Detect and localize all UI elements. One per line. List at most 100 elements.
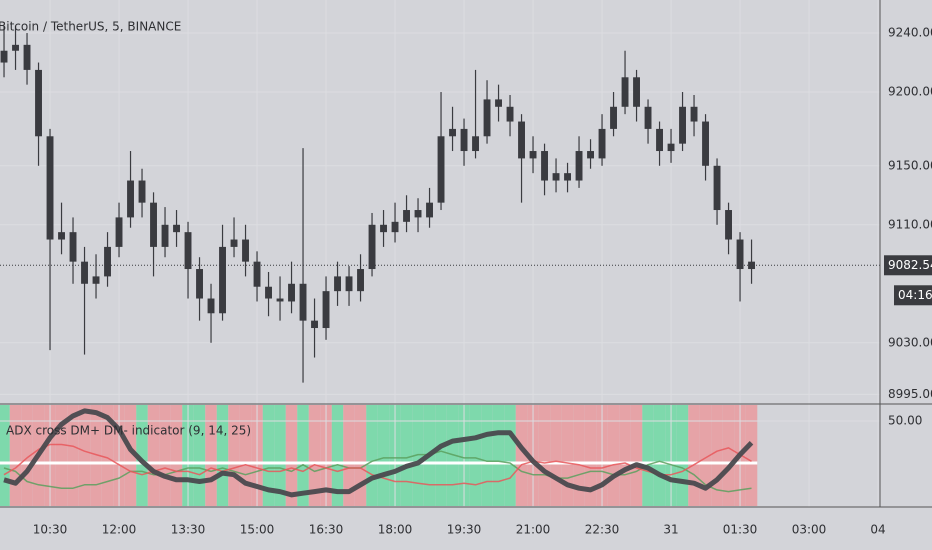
candle-body <box>265 286 272 299</box>
candle-body <box>207 298 215 314</box>
trend-band <box>561 405 574 506</box>
candle-body <box>380 224 387 233</box>
trend-band <box>699 405 712 506</box>
trend-band <box>193 405 206 506</box>
x-tick-label: 16:30 <box>309 523 344 537</box>
trend-band <box>642 405 654 506</box>
indicator-line <box>3 450 752 493</box>
y-tick-label: 9030.00 <box>888 335 932 349</box>
trend-band <box>147 405 160 506</box>
y-tick-label: 50.00 <box>888 413 922 427</box>
candle-body <box>633 77 640 107</box>
y-tick-label: 9150.00 <box>888 158 932 172</box>
candle-body <box>391 221 399 233</box>
trend-band <box>504 405 516 506</box>
trend-band <box>159 405 171 506</box>
grid <box>0 0 880 507</box>
candle-body <box>460 128 468 152</box>
trend-band <box>170 405 183 506</box>
y-tick-label: 8995.00 <box>888 387 932 401</box>
trend-band <box>262 405 275 506</box>
candle-body <box>403 210 410 222</box>
candle-body <box>288 283 295 302</box>
x-tick-label: 19:30 <box>447 523 482 537</box>
x-tick-label: 31 <box>663 523 678 537</box>
trend-band <box>630 405 643 506</box>
candle-body <box>0 50 8 63</box>
trend-band <box>481 405 493 506</box>
trend-band <box>0 405 10 506</box>
candle-body <box>414 210 422 218</box>
trend-band <box>216 405 229 506</box>
x-tick-label: 01:30 <box>723 523 758 537</box>
labels: 10:30 12:00 13:30 15:00 16:30 18:00 19:30 21:00… <box>33 26 932 537</box>
indicator-title: ADX cross DM+ DM- indicator (9, 14, 25) <box>6 424 251 438</box>
trend-band <box>412 405 424 506</box>
candle-body <box>276 298 284 302</box>
trend-band <box>228 405 240 506</box>
trend-band <box>538 405 551 506</box>
candle-body <box>357 269 364 292</box>
candle-body <box>322 291 330 329</box>
candle-body <box>564 173 571 181</box>
candle-body <box>552 173 560 181</box>
trend-band <box>343 405 355 506</box>
candle-body <box>173 224 180 233</box>
candle-body <box>196 269 203 299</box>
candle-body <box>12 44 19 51</box>
candle-body <box>311 320 318 329</box>
trend-band <box>308 405 321 506</box>
last-price-box <box>884 255 932 276</box>
x-tick-label: 15:00 <box>240 523 275 537</box>
candle-body <box>598 128 606 159</box>
candle-body <box>69 232 77 262</box>
trend-band <box>136 405 148 506</box>
candle-body <box>449 128 456 137</box>
y-tick-label: 9110.00 <box>888 217 932 231</box>
candle-body <box>736 239 744 270</box>
candle-body <box>230 239 238 247</box>
candle-body <box>575 151 583 181</box>
y-tick-label: 9200.00 <box>888 85 932 99</box>
trend-band <box>688 405 700 506</box>
trend-band <box>573 405 585 506</box>
candle-body <box>621 77 629 107</box>
candle-body <box>104 246 111 277</box>
candle-body <box>138 180 146 203</box>
candle-body <box>656 128 663 152</box>
candle-body <box>748 261 755 270</box>
candle-body <box>150 202 157 247</box>
candle-body <box>368 224 376 270</box>
candle-body <box>472 136 479 152</box>
candle-body <box>115 217 123 247</box>
trend-band <box>745 405 758 506</box>
candle-body <box>541 151 548 181</box>
candle-body <box>518 121 525 159</box>
x-tick-label: 21:00 <box>516 523 551 537</box>
candle-body <box>713 165 721 211</box>
candle-body <box>127 180 134 218</box>
candle-body <box>667 143 675 152</box>
marks <box>0 25 880 498</box>
trend-band <box>124 405 137 506</box>
candle-body <box>529 151 537 159</box>
indicator-line <box>3 408 754 498</box>
trend-band <box>90 405 102 506</box>
trend-band <box>515 405 528 506</box>
countdown-label: 04:16 <box>898 288 932 302</box>
candle-body <box>495 99 502 107</box>
candle-body <box>81 261 88 284</box>
candle-body <box>219 246 226 314</box>
x-tick-label: 12:00 <box>102 523 137 537</box>
trend-band <box>78 405 91 506</box>
x-tick-label: 18:00 <box>378 523 413 537</box>
candle-body <box>23 44 31 70</box>
candle-body <box>46 136 54 240</box>
candle-body <box>702 121 709 166</box>
candle-body <box>92 276 100 284</box>
trend-band <box>205 405 217 506</box>
candle-body <box>679 106 686 144</box>
trend-band <box>722 405 735 506</box>
